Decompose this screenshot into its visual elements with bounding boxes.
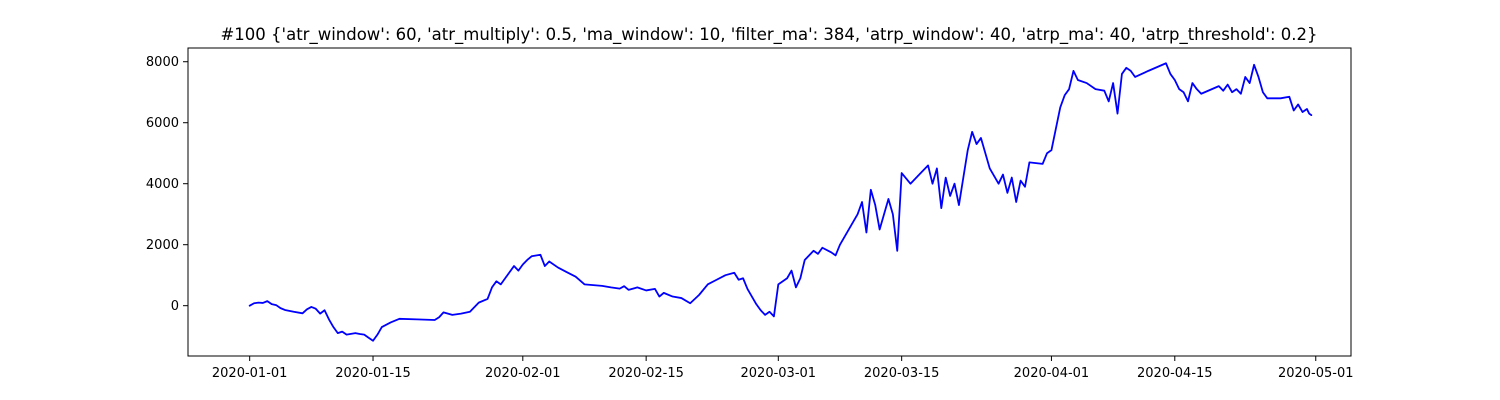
y-tick-label: 0 (171, 299, 179, 314)
x-axis: 2020-01-01 2020-01-15 2020-02-01 2020-02-15… (212, 356, 1354, 381)
x-tick-label: 2020-01-15 (335, 366, 411, 381)
x-tick-label: 2020-01-01 (212, 366, 288, 381)
x-tick-label: 2020-02-15 (608, 366, 684, 381)
chart-title: #100 {'atr_window': 60, 'atr_multiply': … (220, 25, 1317, 45)
plot-area: 2020-01-01 2020-01-15 2020-02-01 2020-02-15… (146, 47, 1354, 381)
y-tick-label: 2000 (146, 238, 179, 253)
y-tick-label: 8000 (146, 55, 179, 70)
x-tick-label: 2020-03-15 (864, 366, 940, 381)
y-tick-label: 4000 (146, 177, 179, 192)
y-tick-label: 6000 (146, 116, 179, 131)
series-line (248, 62, 1313, 342)
axes-frame (187, 47, 1352, 357)
y-axis: 0 2000 4000 6000 8000 (146, 55, 188, 314)
x-tick-label: 2020-05-01 (1278, 366, 1354, 381)
series-group (248, 62, 1313, 342)
x-tick-label: 2020-02-01 (485, 366, 561, 381)
x-tick-label: 2020-04-01 (1014, 366, 1090, 381)
x-tick-label: 2020-04-15 (1137, 366, 1213, 381)
x-tick-label: 2020-03-01 (741, 366, 817, 381)
